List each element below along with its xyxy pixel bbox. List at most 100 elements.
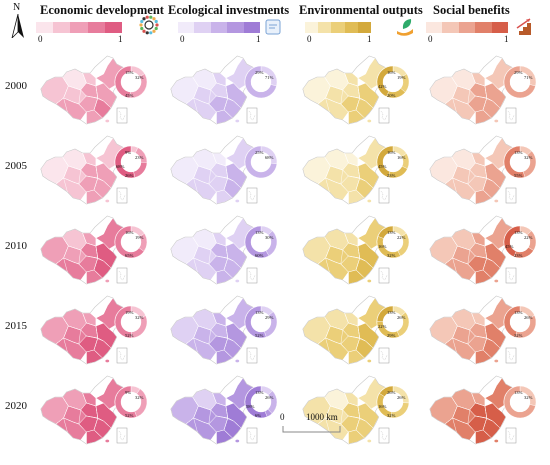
province-border [78,89,87,124]
hainan-island [494,279,499,283]
province-border [344,232,366,247]
hainan-island [367,279,372,283]
donut-hole [251,232,271,252]
donut-hole [121,312,141,332]
legend-title-econ: Economic development [40,3,164,17]
map-cell-soc-2020: 13% 32% [424,372,539,450]
province-border [348,335,374,349]
color-ramp-step [210,22,228,33]
scale-zero-label: 0 [280,412,285,422]
province-border [344,152,366,167]
hainan-island [105,439,110,443]
hainan-island [105,119,110,123]
color-ramp-step [305,22,319,33]
province-border [103,82,114,93]
year-label-2010: 2010 [5,240,27,252]
donut-hole [121,392,141,412]
map-cell-soc-2010: 13% 22% 23% 45% [424,212,539,290]
donut-percent-label: 68% [116,164,125,169]
province-border [492,402,503,413]
color-ramp-step [318,22,332,33]
donut-percent-label: 9% [125,150,132,155]
donut-percent-label: 16% [387,150,396,155]
province-border [492,242,503,253]
donut-hole [251,392,271,412]
inset-dashes [507,430,515,441]
province-border [93,405,103,439]
province-border [86,175,112,189]
south-china-sea-inset [246,427,258,444]
province-border [212,312,234,327]
donut-percent-label: 13% [255,230,264,235]
province-border [324,236,349,257]
province-border [192,236,217,257]
donut-percent-label: 26% [397,315,406,320]
color-ramp-step [491,22,509,33]
province-border [479,305,497,319]
province-border [185,177,209,185]
province-border [62,156,87,177]
province-border [82,72,104,87]
province-border [90,385,108,399]
province-border [451,76,476,97]
inset-dashes [248,350,256,361]
donut-percent-label: 13% [387,230,396,235]
donut-percent-label: 13% [387,310,396,315]
province-border [348,175,374,189]
province-border [479,385,497,399]
north-arrow: N [8,2,28,40]
province-border [340,169,349,204]
province-border [355,85,365,119]
donut-hole [510,72,530,92]
china-map [429,375,537,445]
province-border [233,402,244,413]
map-cell-eco-2005: 25% 68% [165,132,280,210]
donut-percent-label: 22% [524,235,533,240]
province-border [93,85,103,119]
donut-percent-label: 29% [387,333,396,338]
china-map [429,55,537,125]
province-border [212,392,234,407]
donut-percent-label: 55% [514,173,523,178]
color-ramp-step [475,22,492,33]
donut-percent-label: 29% [265,315,274,320]
hainan-island [235,359,240,363]
donut-percent-label: 58% [246,404,255,409]
province-border [208,409,217,444]
map-cell-econ-2010: 16% 19% 65% [35,212,150,290]
donut-percent-label: 32% [135,395,144,400]
hainan-island [367,359,372,363]
province-border [479,145,497,159]
province-border [86,95,112,109]
province-border [233,322,244,333]
province-border [355,405,365,439]
province-border [317,337,341,345]
province-border [348,255,374,269]
south-china-sea-inset [378,267,390,284]
province-border [317,257,341,265]
province-border [467,329,476,364]
china-map [302,135,410,205]
donut-percent-label: 23% [135,155,144,160]
color-ramp-step [87,22,105,33]
color-ramp-step [344,22,358,33]
donut-percent-label: 13% [255,390,264,395]
province-border [192,396,217,417]
province-border [365,82,376,93]
china-map [170,135,278,205]
province-border [482,245,492,279]
province-border [352,145,370,159]
province-border [82,152,104,167]
donut-percent-label: 13% [514,150,523,155]
inset-dashes [248,110,256,121]
province-border [55,257,79,265]
map-cell-econ-2005: 9% 23% 26% 68% [35,132,150,210]
donut-percent-label: 26% [265,395,274,400]
donut-percent-label: 6% [255,413,262,418]
province-border [216,335,242,349]
south-china-sea-inset [378,427,390,444]
province-border [475,255,501,269]
hainan-island [235,199,240,203]
province-border [340,329,349,364]
province-border [62,76,87,97]
